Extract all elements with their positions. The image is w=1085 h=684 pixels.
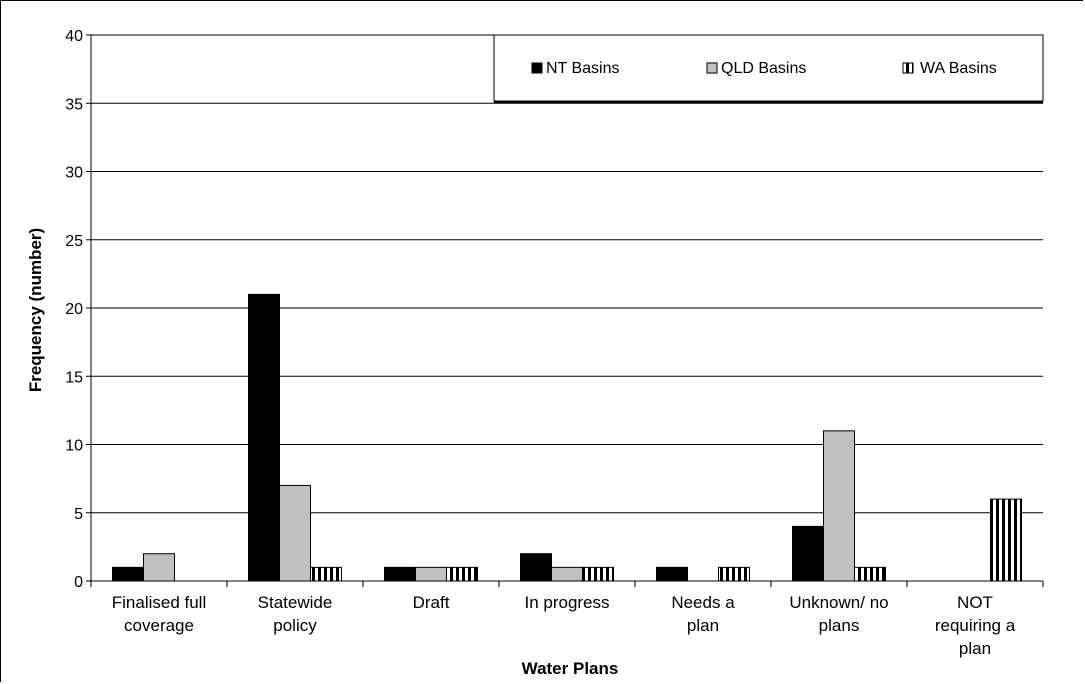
- bar-nt-basins: [656, 566, 688, 582]
- x-tick-label: plan: [959, 639, 991, 658]
- axes: [86, 34, 1044, 587]
- y-tick-label: 15: [65, 369, 83, 386]
- legend-label-nt: NT Basins: [546, 60, 620, 77]
- x-tick-label: plan: [687, 616, 719, 635]
- y-tick-label: 30: [65, 165, 83, 182]
- tick-labels: 0 5 10 15 20 25 30 35 40 Finalised full coverage St…: [65, 28, 1016, 658]
- x-tick-label: Statewide: [258, 593, 333, 612]
- y-tick-label: 5: [74, 506, 83, 523]
- bar-wa-basins: [854, 566, 886, 582]
- bar-nt-basins: [520, 553, 552, 582]
- bar-wa-basins: [446, 566, 478, 582]
- x-tick-label: policy: [273, 616, 317, 635]
- y-tick-label: 40: [65, 28, 83, 45]
- x-tick-label: NOT: [957, 593, 993, 612]
- y-axis-title: Frequency (number): [26, 228, 45, 392]
- legend-label-wa: WA Basins: [920, 60, 997, 77]
- x-tick-label: Unknown/ no: [789, 593, 888, 612]
- y-tick-label: 25: [65, 233, 83, 250]
- y-tick-label: 10: [65, 438, 83, 455]
- y-tick-label: 20: [65, 301, 83, 318]
- legend-swatch-qld: [706, 62, 718, 74]
- x-tick-label: Finalised full: [112, 593, 207, 612]
- bar-qld-basins: [143, 553, 175, 582]
- x-tick-label: Needs a: [671, 593, 735, 612]
- bar-wa-basins: [582, 566, 614, 582]
- x-tick-label: Draft: [413, 593, 450, 612]
- bar-wa-basins: [718, 566, 750, 582]
- bar-qld-basins: [823, 430, 855, 582]
- bar-nt-basins: [384, 566, 416, 582]
- bar-nt-basins: [248, 293, 280, 582]
- bar-qld-basins: [415, 566, 447, 582]
- bar-wa-basins: [990, 498, 1022, 582]
- bar-qld-basins: [279, 484, 311, 582]
- bar-wa-basins: [310, 566, 342, 582]
- x-tick-label: coverage: [124, 616, 194, 635]
- bar-qld-basins: [551, 566, 583, 582]
- x-tick-label: plans: [819, 616, 860, 635]
- bar-nt-basins: [112, 566, 144, 582]
- bars: [112, 293, 1022, 582]
- bar-nt-basins: [792, 525, 824, 582]
- x-tick-label: requiring a: [935, 616, 1016, 635]
- y-tick-label: 35: [65, 96, 83, 113]
- legend: NT Basins QLD Basins WA Basins: [493, 34, 1044, 103]
- gridlines: [91, 34, 1043, 514]
- y-tick-label: 0: [74, 574, 83, 591]
- legend-box: [493, 34, 1044, 102]
- legend-swatch-wa: [902, 62, 914, 74]
- legend-label-qld: QLD Basins: [721, 60, 806, 77]
- x-tick-label: In progress: [524, 593, 609, 612]
- x-axis-title: Water Plans: [522, 659, 619, 678]
- legend-swatch-nt: [531, 62, 543, 74]
